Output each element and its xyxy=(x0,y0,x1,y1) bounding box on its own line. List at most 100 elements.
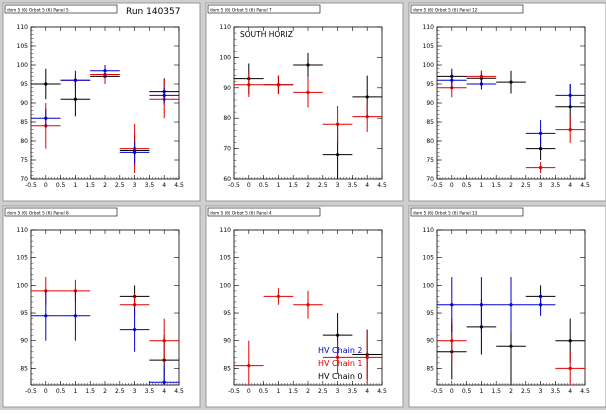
marker xyxy=(73,97,77,101)
x-tick-label: 4.5 xyxy=(174,388,184,395)
x-tick-label: 4.5 xyxy=(580,388,590,395)
x-tick-label: 4.5 xyxy=(174,182,184,189)
marker xyxy=(509,344,513,348)
panel-title-text: dom 5 (6) Orbot 5 (6) Panel 12 xyxy=(413,8,478,13)
x-tick-label: 4.5 xyxy=(377,182,387,189)
x-tick-label: 0.5 xyxy=(462,182,472,189)
y-tick-label: 80 xyxy=(20,138,28,145)
marker xyxy=(539,303,543,307)
x-tick-label: 2 xyxy=(306,388,310,395)
y-tick-label: 100 xyxy=(17,62,29,69)
x-tick-label: 2 xyxy=(103,182,107,189)
x-tick-label: 4 xyxy=(568,182,572,189)
x-tick-label: 3.5 xyxy=(551,182,561,189)
series-blue xyxy=(437,277,556,333)
marker xyxy=(247,364,251,368)
marker xyxy=(568,366,572,370)
x-tick-label: 3 xyxy=(133,388,137,395)
x-tick-label: 0 xyxy=(44,182,48,189)
y-tick-label: 110 xyxy=(423,227,435,234)
legend-entry: HV Chain 2 xyxy=(318,346,363,355)
marker xyxy=(306,90,310,94)
x-tick-label: -0.5 xyxy=(25,388,37,395)
panel-title-box xyxy=(4,4,118,14)
x-tick-label: 4 xyxy=(365,388,369,395)
marker xyxy=(306,63,310,67)
x-tick-label: 4 xyxy=(365,182,369,189)
marker xyxy=(162,339,166,343)
marker xyxy=(133,150,137,154)
marker xyxy=(162,380,166,384)
panel-annotation: SOUTH HORIZ xyxy=(240,30,293,39)
panel-title: dom 5 (6) Orbot 5 (6) Panel 13 xyxy=(410,207,524,217)
data-layer xyxy=(437,68,585,174)
marker xyxy=(133,303,137,307)
data-point xyxy=(263,288,294,305)
y-tick-label: 105 xyxy=(17,255,29,262)
marker xyxy=(336,355,340,359)
y-tick-label: 95 xyxy=(426,81,434,88)
data-point xyxy=(322,106,353,143)
panel-frame xyxy=(2,205,201,408)
y-axis: 85 90 95 100 105 110 xyxy=(423,227,585,386)
x-tick-label: 2.5 xyxy=(115,388,125,395)
y-tick-label: 100 xyxy=(220,54,232,61)
data-point xyxy=(437,72,467,88)
x-tick-label: -0.5 xyxy=(228,182,240,189)
data-layer xyxy=(31,65,179,174)
data-point xyxy=(437,277,467,333)
x-tick-label: 1 xyxy=(73,388,77,395)
marker xyxy=(44,314,48,318)
data-point xyxy=(234,340,264,385)
marker xyxy=(133,328,137,332)
x-tick-label: 1 xyxy=(479,388,483,395)
x-tick-label: 1.5 xyxy=(491,182,501,189)
data-point xyxy=(525,161,556,174)
data-point xyxy=(466,78,497,90)
panel-title: dom 5 (6) Orbot 5 (6) Panel 4 xyxy=(207,207,321,217)
x-tick-label: 2.5 xyxy=(521,388,531,395)
x-tick-label: 2 xyxy=(509,182,513,189)
y-tick-label: 75 xyxy=(20,157,28,164)
panel-2: dom 5 (6) Orbot 5 (6) Panel 7 -0.5 0 0.5 1 1.… xyxy=(205,2,404,202)
marker xyxy=(44,116,48,120)
x-tick-label: -0.5 xyxy=(25,182,37,189)
x-tick-label: 0.5 xyxy=(56,388,66,395)
data-point xyxy=(263,75,294,94)
marker xyxy=(103,69,107,73)
marker xyxy=(247,83,251,87)
y-tick-label: 90 xyxy=(426,100,434,107)
data-point xyxy=(352,329,382,385)
x-tick-label: 0 xyxy=(44,388,48,395)
panel-frame xyxy=(408,205,606,408)
y-axis: 85 90 95 100 105 110 xyxy=(220,227,382,386)
panel-title-text: dom 5 (6) Orbot 5 (6) Panel 7 xyxy=(210,8,272,13)
marker xyxy=(336,333,340,337)
x-tick-label: 4.5 xyxy=(377,388,387,395)
panel-title-box xyxy=(410,207,524,217)
y-axis: 85 90 95 100 105 110 xyxy=(17,227,179,386)
x-tick-label: 3.5 xyxy=(145,182,155,189)
y-tick-label: 110 xyxy=(17,227,29,234)
marker xyxy=(73,78,77,82)
panel-6: dom 5 (6) Orbot 5 (6) Panel 13-0.5 0 0.5 1 1… xyxy=(408,205,606,408)
panel-title-text: dom 5 (6) Orbot 5 (6) Panel 4 xyxy=(210,211,272,216)
x-tick-label: 1.5 xyxy=(288,388,298,395)
data-layer xyxy=(234,288,382,385)
y-tick-label: 85 xyxy=(426,365,434,372)
data-layer xyxy=(234,52,382,179)
x-tick-label: 0.5 xyxy=(462,388,472,395)
y-tick-label: 80 xyxy=(223,115,231,122)
marker xyxy=(306,303,310,307)
data-point xyxy=(322,340,353,374)
panel-4: dom 5 (6) Orbot 5 (6) Panel 8 -0.5 0 0.5 1 1.… xyxy=(2,205,201,408)
x-tick-label: 1 xyxy=(276,388,280,395)
panel-1: dom 5 (6) Orbot 5 (6) Panel 5 Run 140357 -… xyxy=(2,2,201,202)
legend: HV Chain 2 HV Chain 1 HV Chain 0 xyxy=(318,346,363,381)
series-red xyxy=(234,288,382,385)
x-tick-label: 3 xyxy=(133,182,137,189)
panel-title-box xyxy=(207,207,321,217)
panel-title-box xyxy=(4,207,118,217)
marker xyxy=(162,93,166,97)
